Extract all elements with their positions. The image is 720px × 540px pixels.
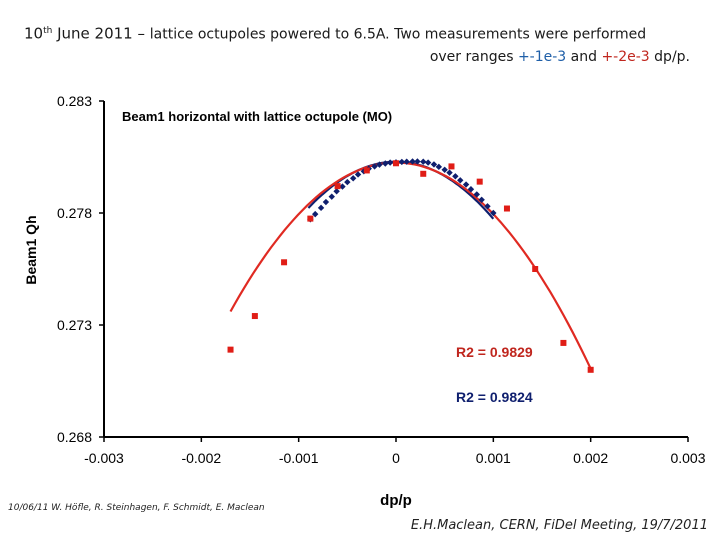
footer-credit: E.H.Maclean, CERN, FiDel Meeting, 19/7/2…: [410, 518, 708, 533]
data-point-blue: [382, 160, 389, 167]
data-point-blue: [349, 175, 357, 182]
title-date-sup: th: [43, 26, 53, 36]
x-tick-label: 0: [392, 450, 400, 466]
x-tick-label: 0.001: [476, 450, 511, 466]
data-point-blue: [312, 210, 319, 218]
title-line-2: over ranges +-1e-3 and +-2e-3 dp/p.: [10, 46, 690, 68]
data-point-blue: [478, 196, 485, 203]
data-point-blue: [344, 178, 351, 186]
data-points: [227, 158, 594, 373]
data-point-red: [476, 178, 483, 185]
data-point-blue: [484, 203, 491, 210]
title-date-rest: June 2011 –: [52, 24, 150, 43]
data-point-red: [532, 266, 539, 272]
x-tick-label: 0.003: [670, 450, 705, 466]
data-point-blue: [441, 166, 448, 173]
data-point-blue: [409, 158, 416, 165]
data-point-blue: [322, 198, 330, 206]
data-point-blue: [328, 193, 335, 200]
data-point-blue: [424, 159, 432, 166]
data-point-red: [363, 167, 370, 174]
data-point-blue: [467, 186, 475, 193]
title-range-2: +-2e-3: [601, 48, 650, 65]
r2-label-blue: R2 = 0.9824: [456, 389, 533, 405]
data-point-blue: [462, 181, 470, 188]
footer-authors: 10/06/11 W. Höfle, R. Steinhagen, F. Sch…: [8, 503, 265, 513]
chart-axes: 0.268 0.273 0.278 0.283 -0.003 -0.002 -0.001 0 0…: [57, 93, 706, 466]
data-point-blue: [376, 161, 383, 168]
y-tick-label: 0.283: [57, 93, 92, 109]
data-point-blue: [403, 158, 410, 165]
data-point-red: [393, 160, 399, 167]
data-point-red: [307, 215, 314, 222]
data-point-red: [420, 170, 427, 177]
x-axis-label: dp/p: [380, 492, 412, 509]
y-axis-label: Beam1 Qh: [23, 215, 39, 284]
data-point-blue: [457, 177, 464, 184]
data-point-blue: [339, 183, 346, 190]
title-range-1: +-1e-3: [517, 48, 567, 65]
data-point-blue: [420, 158, 427, 165]
data-point-blue: [414, 158, 421, 165]
fit-curve: [229, 161, 592, 370]
x-tick-label: -0.003: [84, 450, 124, 466]
chart-title: Beam1 horizontal with lattice octupole (…: [122, 109, 392, 124]
y-tick-label: 0.268: [57, 429, 92, 445]
x-tick-label: -0.002: [181, 450, 221, 466]
data-point-blue: [446, 169, 453, 176]
data-point-blue: [430, 161, 438, 168]
data-point-blue: [354, 171, 362, 178]
title-date-day: 10: [24, 24, 44, 43]
data-point-red: [560, 339, 567, 346]
data-point-blue: [386, 159, 394, 166]
x-tick-label: -0.001: [279, 450, 319, 466]
data-point-red: [448, 163, 455, 170]
y-tick-label: 0.278: [57, 205, 92, 221]
title-line2-prefix: over ranges: [429, 48, 518, 65]
data-point-blue: [490, 209, 497, 217]
data-point-blue: [333, 188, 340, 195]
data-point-blue: [473, 191, 480, 198]
title-line2-mid: and: [566, 48, 602, 65]
y-tick-label: 0.273: [57, 317, 92, 333]
data-point-red: [587, 366, 594, 373]
data-point-red: [281, 259, 288, 266]
x-tick-label: 0.002: [573, 450, 608, 466]
data-point-red: [251, 313, 258, 320]
slide-title: 10th June 2011 – lattice octupoles power…: [10, 20, 690, 68]
data-point-blue: [398, 158, 406, 166]
title-line2-suffix: dp/p.: [649, 48, 690, 65]
data-point-blue: [435, 163, 443, 171]
data-point-red: [503, 205, 510, 212]
data-point-blue: [317, 204, 325, 212]
title-line1-text: lattice octupoles powered to 6.5A. Two m…: [149, 26, 647, 43]
data-point-blue: [452, 173, 459, 180]
r2-label-red: R2 = 0.9829: [456, 344, 533, 360]
data-point-blue: [371, 163, 378, 170]
data-point-red: [227, 346, 234, 353]
title-line-1: 10th June 2011 – lattice octupoles power…: [10, 20, 690, 46]
data-point-red: [334, 183, 341, 190]
